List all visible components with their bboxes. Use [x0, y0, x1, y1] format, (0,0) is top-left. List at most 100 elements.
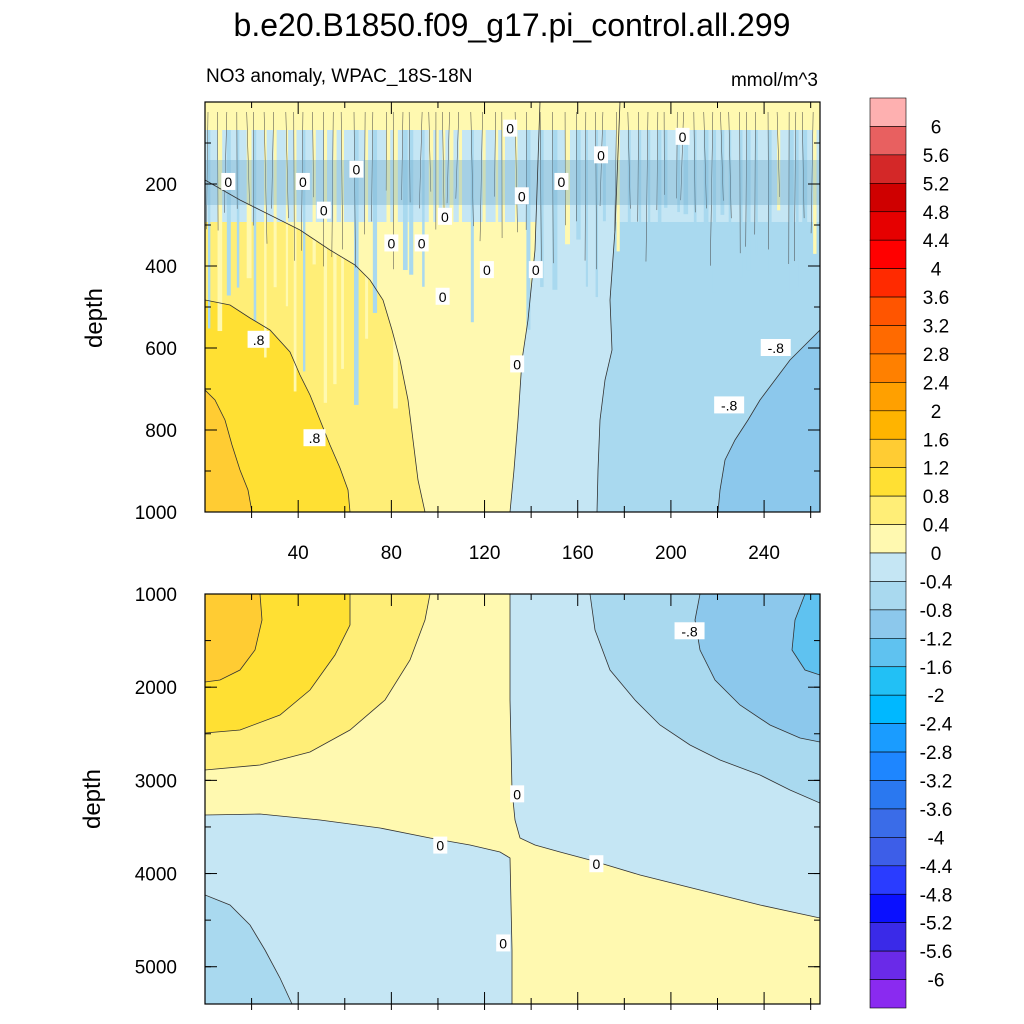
noise-streak	[333, 130, 337, 385]
x-tick-label: 200	[655, 543, 687, 564]
noise-streak	[365, 130, 369, 339]
noise-contour	[627, 111, 631, 209]
noise-contour	[595, 111, 597, 270]
noise-streak	[789, 130, 794, 291]
noise-contour	[217, 111, 219, 231]
noise-contour	[539, 111, 542, 261]
contour-label: 0	[513, 356, 521, 372]
colorbar-swatch	[869, 694, 907, 724]
colorbar-swatch	[869, 524, 907, 554]
contour-label: 0	[436, 838, 444, 854]
y-tick-label: 2000	[135, 678, 177, 699]
upper-ylabel: depth	[81, 288, 108, 348]
noise-streak	[683, 130, 689, 215]
x-tick-label: 240	[748, 543, 780, 564]
noise-streak	[226, 130, 231, 296]
x-tick-label: 120	[469, 543, 501, 564]
colorbar-swatch	[869, 296, 907, 326]
contour-label-bg	[675, 127, 690, 145]
colorbar-swatch	[869, 410, 907, 440]
noise-contour	[371, 111, 374, 222]
contour-label: 0	[518, 188, 526, 204]
noise-streak	[595, 130, 599, 298]
colorbar-swatch	[869, 666, 907, 696]
noise-streak	[422, 130, 425, 287]
contour-label: 0	[441, 209, 449, 225]
contour-label-bg	[514, 187, 529, 205]
noise-contour	[428, 111, 432, 192]
noise-contour	[680, 111, 684, 201]
colorbar-swatch	[869, 495, 907, 525]
x-tick-label: 160	[562, 543, 594, 564]
colorbar-label: -3.6	[920, 800, 953, 821]
contour-label-bg	[303, 429, 326, 447]
colorbar-swatch	[869, 893, 907, 923]
noise-contour	[353, 111, 356, 268]
y-tick-label: 1000	[135, 503, 177, 524]
noise-contour	[408, 111, 411, 203]
colorbar-label: -3.2	[920, 772, 953, 793]
noise-streak	[795, 130, 799, 288]
contour-label: 0	[597, 147, 605, 163]
colorbar-swatch	[869, 97, 907, 127]
figure-title: b.e20.B1850.f09_g17.pi_control.all.299	[234, 7, 791, 43]
colorbar-swatch	[869, 211, 907, 241]
noise-contour	[331, 111, 334, 258]
noise-streak	[246, 130, 252, 279]
colorbar-swatch	[869, 865, 907, 895]
panel-subtitle: NO3 anomaly, WPAC_18S-18N	[206, 66, 472, 87]
noise-streak	[285, 130, 289, 307]
contour-label: -.8	[721, 397, 738, 413]
contour-label: 0	[558, 174, 566, 190]
colorbar-swatch	[869, 467, 907, 497]
contour-label-bg	[510, 785, 525, 803]
colorbar-label: 1.6	[923, 430, 949, 451]
contour-label-bg	[760, 339, 791, 356]
contour-label-bg	[435, 287, 450, 305]
contour-label: 0	[513, 786, 521, 802]
noise-contour	[776, 111, 780, 197]
colorbar-swatch	[869, 268, 907, 298]
noise-streak	[449, 130, 454, 277]
noise-contour	[364, 111, 366, 235]
noise-streak	[585, 130, 588, 287]
noise-contour	[312, 111, 314, 198]
colorbar-swatch	[869, 609, 907, 639]
noise-contour	[584, 111, 587, 261]
noise-streak	[515, 130, 518, 335]
colorbar-swatch	[869, 950, 907, 980]
contour-label: .8	[309, 430, 321, 446]
noise-streak	[739, 130, 743, 278]
noise-streak	[402, 130, 408, 271]
colorbar-label: -1.2	[920, 629, 953, 650]
colorbar-label: -6	[928, 971, 945, 992]
contour-label-bg	[221, 172, 236, 190]
colorbar-swatch	[869, 239, 907, 269]
colorbar-label: 2	[931, 402, 942, 423]
contour-label: -.8	[681, 623, 698, 639]
noise-contour	[340, 111, 343, 250]
noise-contour	[754, 111, 756, 235]
noise-streak	[302, 130, 306, 372]
contour-label-bg	[316, 201, 331, 219]
noise-streak	[657, 130, 662, 227]
noise-streak	[470, 130, 474, 323]
noise-contour	[767, 111, 769, 250]
noise-streak	[638, 130, 642, 240]
y-tick-label: 4000	[135, 865, 177, 886]
noise-contour	[494, 111, 496, 197]
colorbar-label: -4.4	[920, 857, 953, 878]
noise-contour	[676, 111, 678, 199]
contour-label-bg	[594, 146, 609, 164]
colorbar-label: -0.4	[920, 572, 953, 593]
y-tick-label: 1000	[135, 585, 177, 606]
colorbar-swatch	[869, 837, 907, 867]
noise-contour	[479, 111, 483, 242]
noise-streak	[253, 130, 257, 322]
colorbar-label: 3.6	[923, 288, 949, 309]
contour-label: 0	[299, 174, 307, 190]
contour-label: 0	[592, 856, 600, 872]
noise-contour	[285, 111, 289, 219]
colorbar: 6 5.6 5.2 4.8 4.4 4 3.6 3.2 2.8 2.4 2 1.6 1.2 0.8 0.4 0…	[869, 97, 953, 1009]
